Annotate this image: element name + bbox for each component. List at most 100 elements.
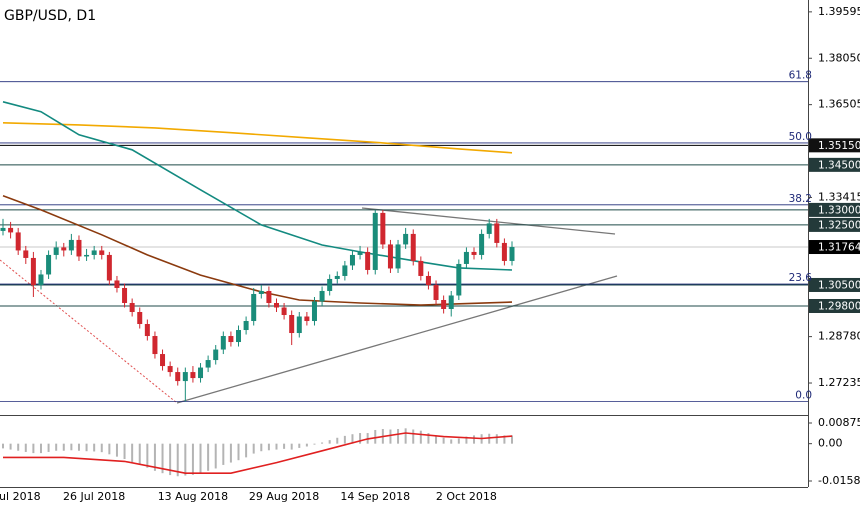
y-tick-label: 0.00 xyxy=(818,437,843,450)
candle-body xyxy=(228,336,234,343)
candle-body xyxy=(0,227,6,231)
candle-body xyxy=(479,233,485,255)
candle-body xyxy=(99,250,105,255)
level-label-box xyxy=(809,217,860,232)
y-tick-label: -0.01581 xyxy=(818,474,860,487)
candle-body xyxy=(418,260,424,276)
macd-bar xyxy=(93,443,96,452)
y-tick-label: 1.27235 xyxy=(818,376,860,389)
macd-bar xyxy=(222,443,225,465)
candle-body xyxy=(114,280,120,288)
candle-body xyxy=(236,330,242,343)
macd-bar xyxy=(450,439,453,444)
candle-body xyxy=(289,315,295,334)
macd-bar xyxy=(275,443,278,450)
candle-body xyxy=(410,233,416,261)
macd-bar xyxy=(321,442,324,444)
x-tick-label: Jul 2018 xyxy=(0,490,41,503)
y-tick-label: 1.36505 xyxy=(818,98,860,111)
candle-body xyxy=(137,312,143,325)
candle-body xyxy=(30,257,36,285)
candle-body xyxy=(387,244,393,269)
macd-bar xyxy=(397,429,400,444)
candle-body xyxy=(220,336,226,350)
macd-bar xyxy=(252,443,255,454)
macd-bar xyxy=(457,438,460,444)
candle-body xyxy=(425,275,431,285)
candle-body xyxy=(91,250,97,255)
macd-bar xyxy=(2,443,4,449)
macd-bar xyxy=(138,443,141,465)
candle-body xyxy=(160,354,166,367)
candle-body xyxy=(68,239,74,251)
candle-body xyxy=(365,251,371,270)
level-label: 1.32500 xyxy=(818,219,860,231)
macd-bar xyxy=(435,435,438,444)
macd-bar xyxy=(237,443,240,461)
x-tick-label: 14 Sep 2018 xyxy=(340,490,410,503)
trend-line xyxy=(361,207,616,235)
macd-bar xyxy=(32,443,35,454)
macd-bar xyxy=(359,433,362,444)
candle-body xyxy=(509,247,515,261)
fib-label: 23.6 xyxy=(789,272,813,284)
macd-bar xyxy=(146,443,149,468)
candle-body xyxy=(327,278,333,291)
macd-bar xyxy=(62,443,65,451)
candle-body xyxy=(456,263,462,296)
level-label: 1.34500 xyxy=(818,159,860,171)
macd-bar xyxy=(305,443,308,447)
candle-body xyxy=(106,254,112,281)
macd-bar xyxy=(283,443,286,449)
y-tick-label: 1.38050 xyxy=(818,51,860,64)
candle-body xyxy=(471,251,477,255)
x-tick-label: 2 Oct 2018 xyxy=(436,490,497,503)
candle-body xyxy=(182,372,188,382)
candle-body xyxy=(243,321,249,331)
macd-bar xyxy=(115,443,118,457)
macd-bar xyxy=(389,429,392,444)
candle-body xyxy=(441,299,447,309)
candle-body xyxy=(334,275,340,279)
macd-bar xyxy=(343,435,346,444)
macd-bar xyxy=(199,443,202,474)
candle-body xyxy=(395,244,401,269)
trend-line xyxy=(176,275,618,404)
macd-bar xyxy=(427,433,430,444)
candle-body xyxy=(152,336,158,355)
moving-average xyxy=(2,101,513,271)
macd-bar xyxy=(328,440,331,444)
macd-bar xyxy=(511,435,513,444)
macd-bar xyxy=(123,443,126,460)
macd-bar xyxy=(100,443,103,453)
moving-average xyxy=(2,122,513,154)
level-label: 1.33000 xyxy=(818,204,860,216)
candle-body xyxy=(281,307,287,316)
macd-bar xyxy=(245,443,248,458)
candle-body xyxy=(433,284,439,300)
macd-bar xyxy=(161,443,164,474)
candle-body xyxy=(319,290,325,302)
macd-bar xyxy=(131,443,134,463)
macd-bar xyxy=(336,437,339,444)
fib-label: 50.0 xyxy=(789,131,812,143)
candle-body xyxy=(61,247,67,251)
macd-bar xyxy=(214,443,217,469)
candle-body xyxy=(175,372,181,382)
candle-body xyxy=(76,239,82,257)
candle-body xyxy=(258,290,264,294)
candle-body xyxy=(463,251,469,264)
macd-bar xyxy=(419,430,422,444)
y-tick-label: 0.008754 xyxy=(818,416,860,429)
candle-body xyxy=(380,212,386,245)
candle-body xyxy=(53,247,59,255)
y-tick-label: 1.33415 xyxy=(818,190,860,203)
macd-bar xyxy=(442,437,445,444)
level-label-box xyxy=(809,202,860,217)
macd-bar xyxy=(412,429,415,444)
macd-bar xyxy=(47,443,50,452)
candle-body xyxy=(448,295,454,309)
candle-body xyxy=(296,316,302,334)
level-label: 1.30500 xyxy=(818,279,860,291)
